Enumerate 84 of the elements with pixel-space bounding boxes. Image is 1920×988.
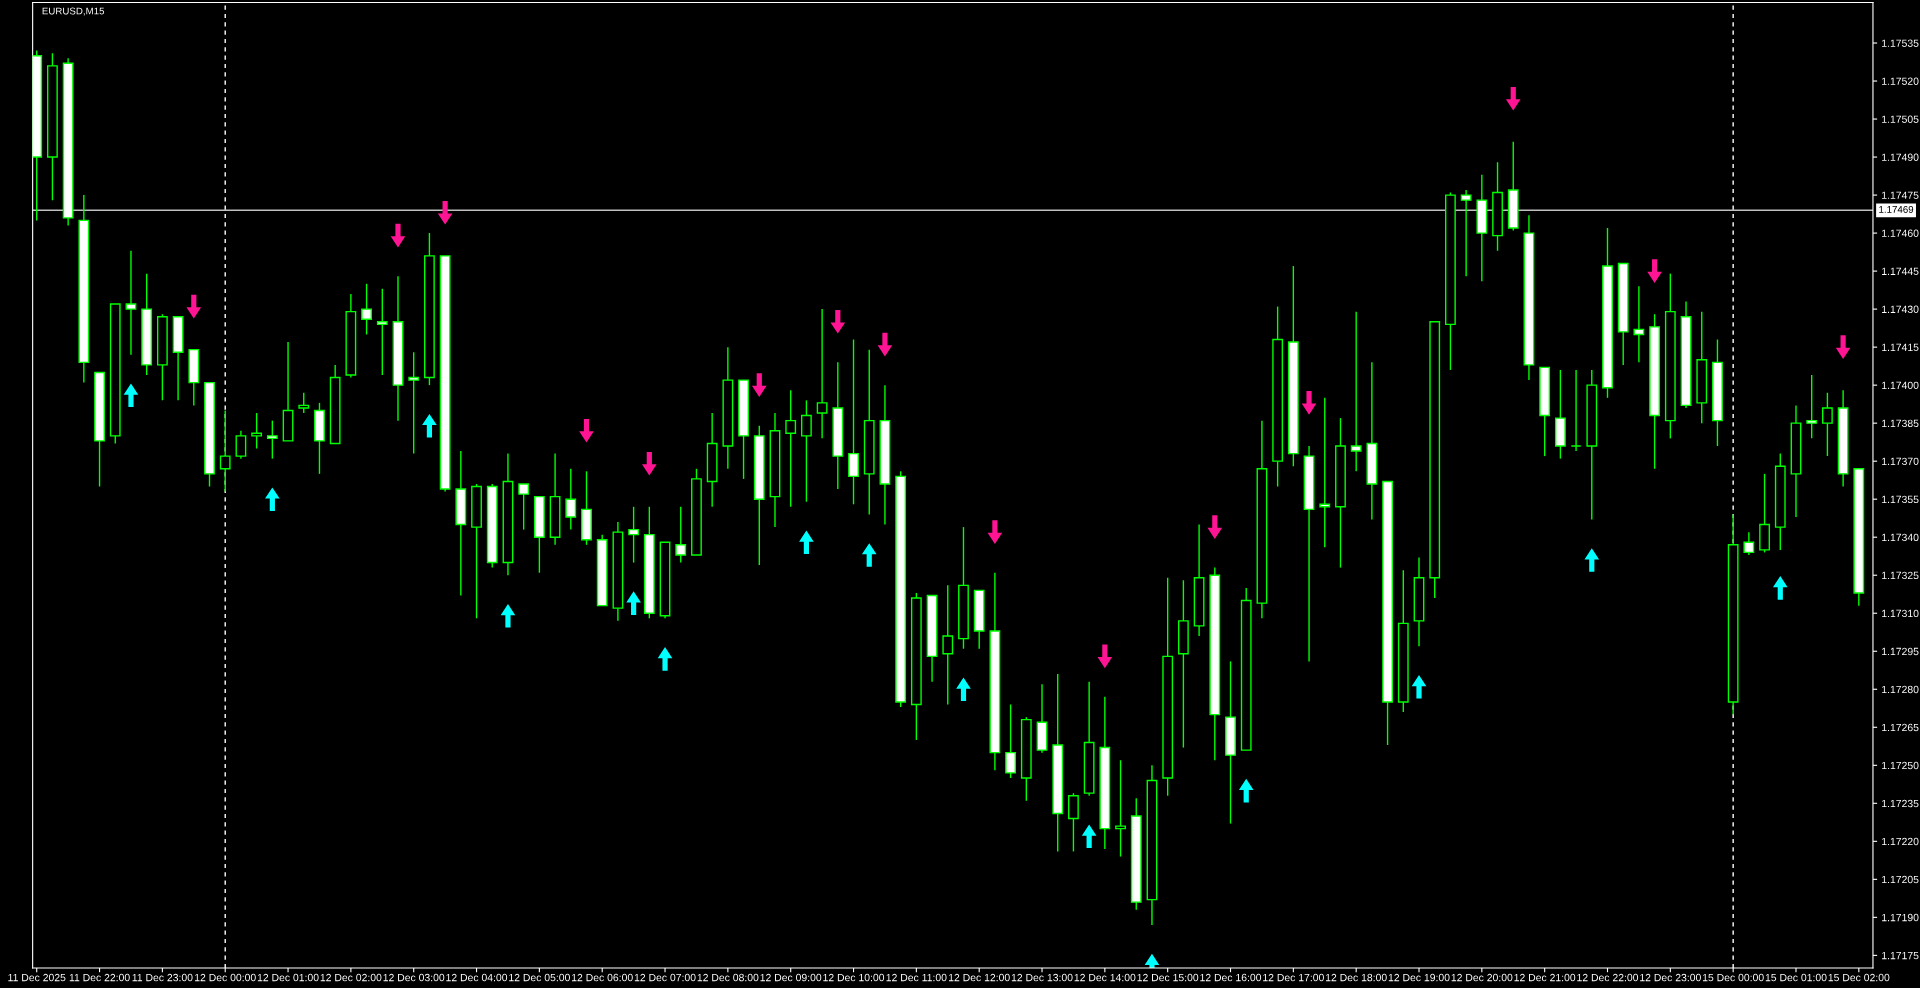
candlestick xyxy=(800,399,812,503)
x-tick-label: 12 Dec 06:00 xyxy=(572,973,633,982)
candlestick xyxy=(408,351,420,455)
candlestick xyxy=(518,483,530,531)
candlestick xyxy=(1822,392,1833,457)
candlestick xyxy=(266,419,278,460)
y-tick-label: 1.17325 xyxy=(1882,571,1919,580)
ref-line-label: 1.17469 xyxy=(1879,206,1914,213)
y-tick-label: 1.17460 xyxy=(1882,229,1919,237)
x-tick-label: 12 Dec 15:00 xyxy=(1137,973,1199,982)
candlestick xyxy=(361,283,372,336)
candlestick xyxy=(1743,531,1755,556)
candlestick xyxy=(628,506,640,564)
x-tick-label: 15 Dec 01:00 xyxy=(1765,973,1827,982)
candlestick xyxy=(298,392,310,414)
candlestick xyxy=(251,412,263,450)
y-tick-label: 1.17250 xyxy=(1882,761,1919,770)
x-tick-label: 12 Dec 03:00 xyxy=(383,973,445,982)
candlestick xyxy=(1115,759,1126,858)
x-tick-label: 12 Dec 13:00 xyxy=(1011,973,1073,982)
y-tick-label: 1.17265 xyxy=(1882,723,1919,732)
x-tick-label: 12 Dec 12:00 xyxy=(949,973,1010,982)
chart-title: EURUSD,M15 xyxy=(42,7,105,16)
candlestick xyxy=(219,409,231,493)
candlestick xyxy=(1068,792,1079,853)
y-tick-label: 1.17220 xyxy=(1882,837,1919,846)
x-tick-label: 12 Dec 14:00 xyxy=(1074,973,1136,982)
y-tick-label: 1.17445 xyxy=(1882,267,1919,275)
candlestick xyxy=(1350,310,1362,473)
candlestick xyxy=(1460,189,1472,277)
x-tick-label: 12 Dec 10:00 xyxy=(823,973,885,982)
x-tick-label: 12 Dec 16:00 xyxy=(1200,973,1262,982)
y-tick-label: 1.17490 xyxy=(1882,153,1919,161)
y-tick-label: 1.17235 xyxy=(1882,799,1919,808)
x-tick-label: 12 Dec 09:00 xyxy=(760,973,822,982)
x-tick-label: 12 Dec 02:00 xyxy=(320,973,382,982)
x-tick-label: 11 Dec 22:00 xyxy=(69,973,130,982)
y-tick-label: 1.17370 xyxy=(1882,457,1919,466)
y-tick-label: 1.17385 xyxy=(1882,419,1919,428)
y-tick-label: 1.17415 xyxy=(1882,343,1919,352)
x-tick-label: 12 Dec 00:00 xyxy=(195,973,256,982)
x-tick-label: 12 Dec 07:00 xyxy=(634,973,696,982)
x-tick-label: 12 Dec 23:00 xyxy=(1640,973,1701,982)
y-tick-label: 1.17430 xyxy=(1882,305,1919,313)
candlestick xyxy=(1806,374,1818,440)
x-tick-label: 12 Dec 01:00 xyxy=(257,973,319,982)
y-tick-label: 1.17280 xyxy=(1882,685,1919,694)
candlestick xyxy=(125,250,137,356)
x-tick-label: 12 Dec 05:00 xyxy=(509,973,570,982)
candlestick xyxy=(376,288,388,376)
x-tick-label: 12 Dec 17:00 xyxy=(1263,973,1324,982)
x-tick-label: 11 Dec 2025 xyxy=(8,973,66,982)
candlestick xyxy=(565,468,577,531)
x-tick-label: 12 Dec 04:00 xyxy=(446,973,508,982)
y-tick-label: 1.17520 xyxy=(1882,77,1919,85)
y-tick-label: 1.17190 xyxy=(1882,913,1919,922)
x-tick-label: 15 Dec 02:00 xyxy=(1828,973,1890,982)
candlestick xyxy=(816,308,828,440)
x-tick-label: 15 Dec 00:00 xyxy=(1702,973,1764,982)
y-tick-label: 1.17295 xyxy=(1882,647,1919,656)
y-tick-label: 1.17310 xyxy=(1882,609,1919,618)
y-tick-label: 1.17175 xyxy=(1882,951,1919,960)
x-tick-label: 12 Dec 18:00 xyxy=(1325,973,1387,982)
y-tick-label: 1.17475 xyxy=(1882,191,1919,199)
x-tick-label: 12 Dec 20:00 xyxy=(1451,973,1513,982)
candlestick xyxy=(675,506,687,564)
x-tick-label: 12 Dec 11:00 xyxy=(886,973,947,982)
y-tick-label: 1.17205 xyxy=(1882,875,1919,884)
x-tick-label: 12 Dec 08:00 xyxy=(697,973,759,982)
candlestick xyxy=(848,338,859,505)
x-tick-label: 12 Dec 21:00 xyxy=(1514,973,1576,982)
y-tick-label: 1.17340 xyxy=(1882,533,1919,542)
x-tick-label: 12 Dec 22:00 xyxy=(1577,973,1639,982)
y-tick-label: 1.17400 xyxy=(1882,381,1919,390)
candlestick xyxy=(942,584,954,706)
y-tick-label: 1.17535 xyxy=(1882,39,1919,47)
candlestick xyxy=(1570,369,1582,452)
x-tick-label: 12 Dec 19:00 xyxy=(1388,973,1450,982)
x-tick-label: 11 Dec 23:00 xyxy=(132,973,193,982)
candlestick xyxy=(1005,703,1017,779)
candlestick xyxy=(235,430,247,460)
y-tick-label: 1.17355 xyxy=(1882,495,1919,504)
candlestick xyxy=(785,389,797,508)
y-tick-label: 1.17505 xyxy=(1882,115,1919,123)
